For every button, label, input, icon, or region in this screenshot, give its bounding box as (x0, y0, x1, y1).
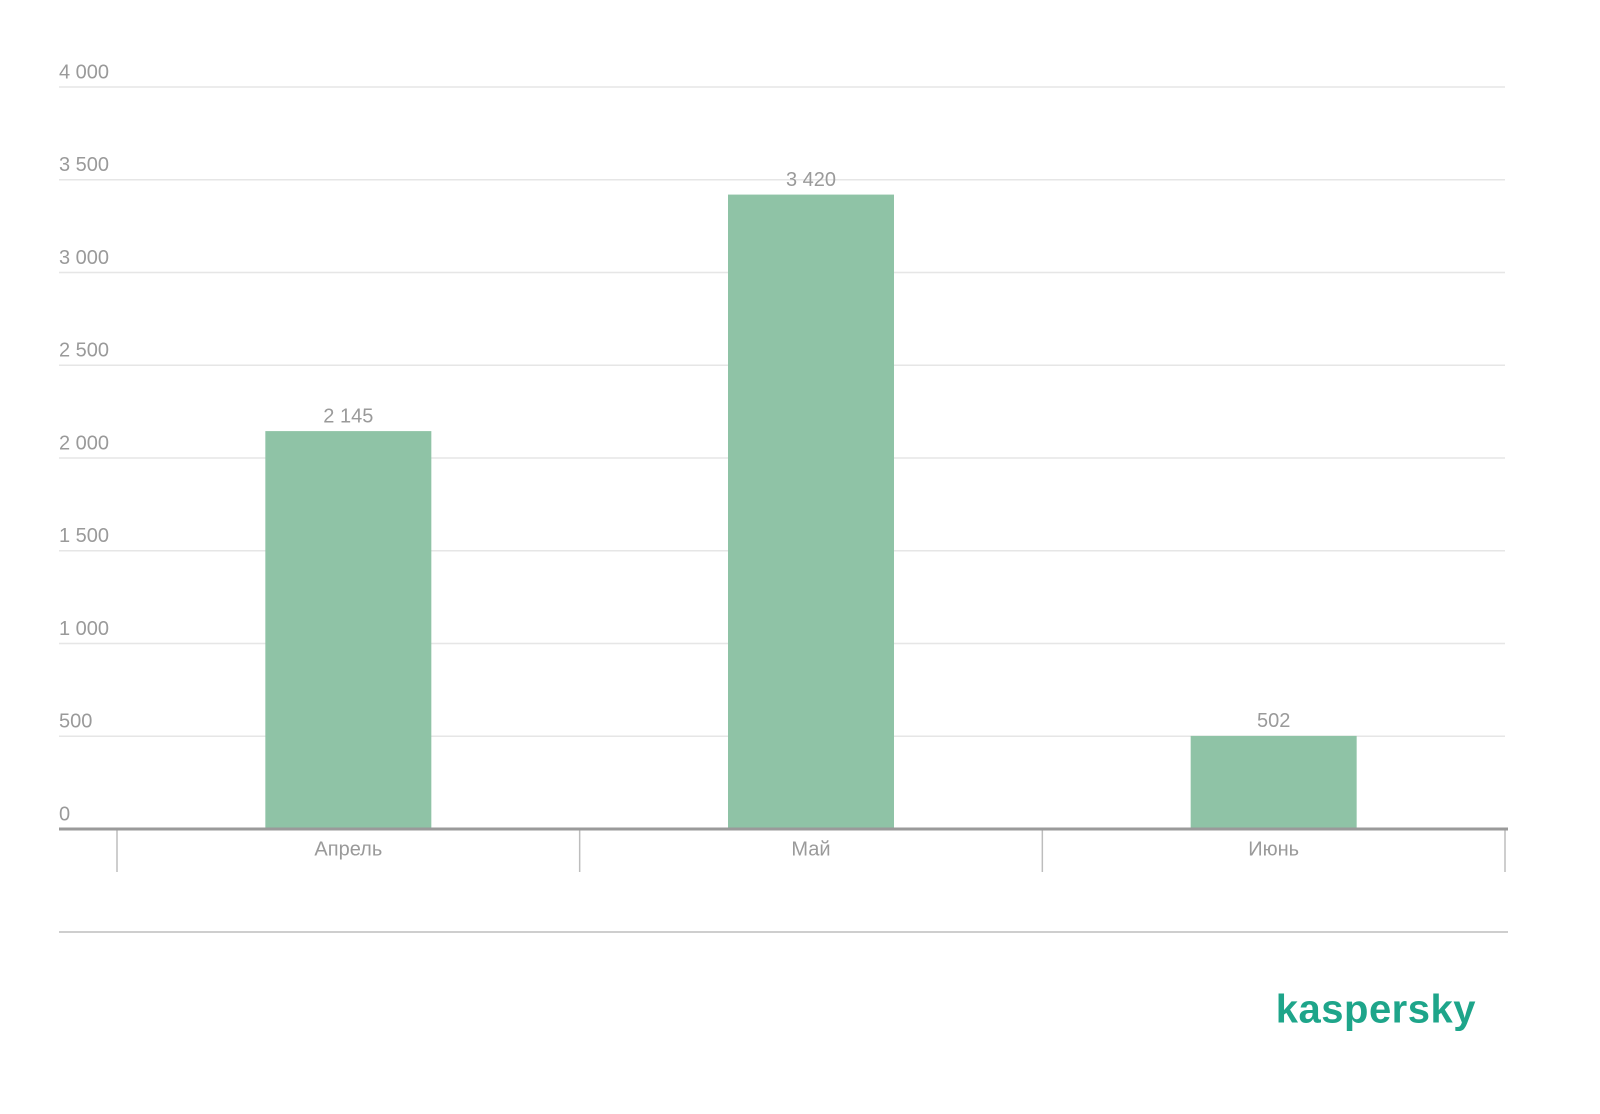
value-label: 3 420 (786, 169, 836, 191)
y-tick-label: 4 000 (59, 61, 109, 83)
y-tick-label: 2 000 (59, 432, 109, 454)
bar (1190, 735, 1357, 829)
y-tick-label: 1 500 (59, 525, 109, 547)
y-tick-label: 3 000 (59, 247, 109, 269)
x-tick-label: Апрель (314, 838, 382, 860)
y-tick-label: 3 500 (59, 154, 109, 176)
value-label: 502 (1257, 710, 1290, 732)
logo: kaspersky (1276, 988, 1476, 1032)
y-tick-label: 2 500 (59, 340, 109, 362)
x-tick-label: Май (791, 838, 830, 860)
bar (728, 194, 894, 830)
y-tick-label: 1 000 (59, 618, 109, 640)
bar (265, 431, 432, 829)
value-label: 2 145 (323, 405, 373, 427)
y-tick-label: 500 (59, 711, 92, 733)
y-tick-label: 0 (59, 803, 70, 825)
x-tick-label: Июнь (1248, 838, 1299, 860)
